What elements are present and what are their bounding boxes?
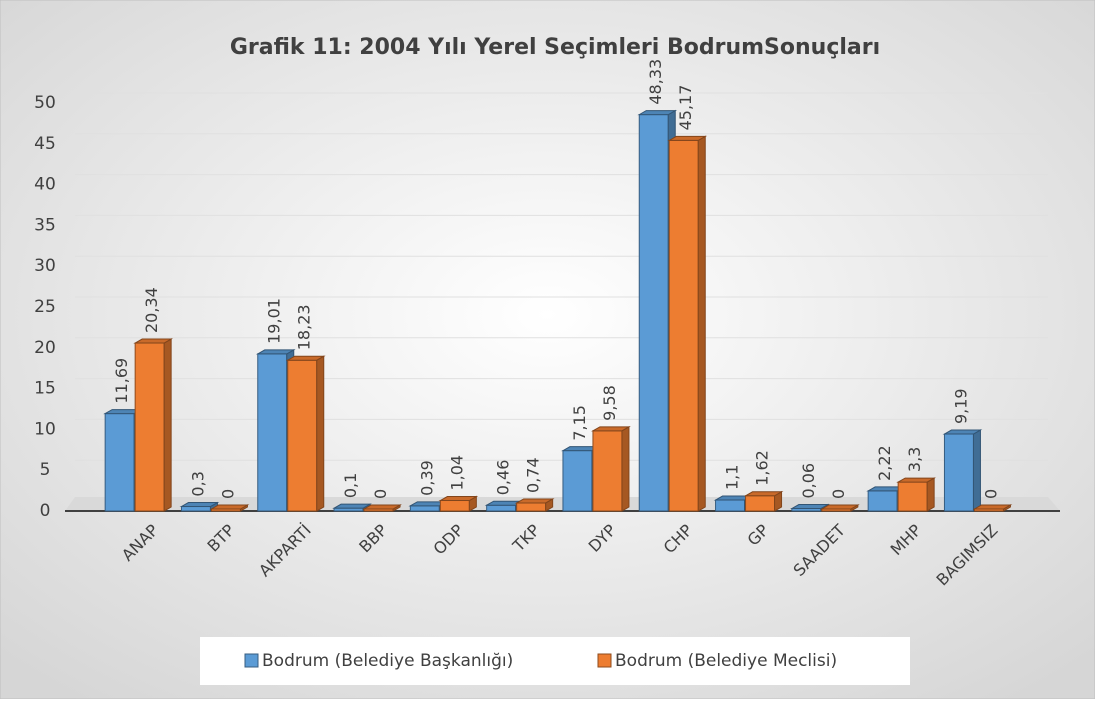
bar-face (439, 500, 470, 512)
bar-face (332, 503, 372, 509)
bar-face (972, 504, 1013, 510)
bar-face (438, 496, 479, 502)
bar-face (285, 355, 326, 361)
bar (942, 429, 983, 512)
bar-face (926, 477, 935, 512)
data-label: 0 (371, 489, 390, 499)
bar (362, 504, 402, 512)
bar-face (591, 426, 631, 432)
bar (972, 504, 1013, 512)
data-label: 0 (829, 489, 848, 499)
bar-face (287, 359, 318, 512)
bar-face (514, 498, 555, 504)
bar-face (562, 450, 593, 512)
legend-label: Bodrum (Belediye Başkanlığı) (262, 651, 513, 671)
data-label: 0,39 (417, 460, 436, 496)
legend-swatch (244, 653, 259, 668)
bar-face (972, 429, 981, 512)
bar-face (715, 499, 746, 512)
bar (209, 504, 250, 512)
bar (819, 504, 860, 512)
bar-face (621, 425, 630, 512)
bar-face (486, 504, 517, 512)
bar-face (897, 481, 928, 512)
bar-face (409, 505, 440, 512)
data-label: 1,1 (723, 465, 742, 490)
bar-face (180, 506, 211, 512)
legend-label: Bodrum (Belediye Meclisi) (615, 651, 837, 671)
bar-face (257, 353, 288, 512)
bar-face (667, 135, 708, 141)
bar (743, 490, 784, 512)
data-label: 0 (981, 489, 1000, 499)
bar-face (743, 491, 784, 497)
bar (332, 503, 372, 512)
bar (591, 425, 631, 512)
bar-face (637, 110, 678, 116)
data-label: 11,69 (112, 358, 131, 404)
y-tick-label: 15 (34, 379, 56, 399)
data-label: 1,04 (447, 455, 466, 491)
bar-face (789, 504, 830, 510)
bar-face (592, 430, 623, 512)
legend-box (200, 637, 910, 685)
data-label: 20,34 (142, 287, 161, 333)
y-tick-label: 10 (34, 419, 56, 439)
bar-face (104, 413, 135, 512)
data-label: 0 (218, 489, 237, 499)
bar (896, 477, 937, 512)
bar-face (134, 342, 165, 512)
bar-face (896, 477, 937, 483)
data-label: 7,15 (570, 405, 589, 441)
y-tick-label: 30 (34, 256, 56, 276)
bar-face (942, 429, 983, 435)
bar-face (133, 338, 174, 344)
y-tick-label: 40 (34, 175, 56, 195)
bar (514, 498, 555, 512)
chart-title: Grafik 11: 2004 Yılı Yerel Seçimleri Bod… (230, 35, 880, 60)
y-tick-label: 25 (34, 297, 56, 317)
y-tick-label: 35 (34, 215, 56, 235)
bar-face (697, 135, 706, 512)
data-label: 0,06 (799, 463, 818, 499)
bar-face (745, 495, 776, 512)
bar (438, 495, 479, 512)
data-label: 18,23 (295, 304, 314, 350)
bar-face (819, 504, 860, 510)
data-label: 9,19 (951, 388, 970, 424)
bar (133, 338, 174, 512)
data-label: 9,58 (600, 385, 619, 421)
bar-face (638, 114, 669, 512)
bar-face (163, 338, 172, 512)
data-label: 0,74 (524, 457, 543, 493)
bar-face (179, 502, 220, 508)
data-label: 45,17 (676, 85, 695, 131)
data-label: 19,01 (265, 298, 284, 344)
y-tick-label: 5 (40, 460, 51, 480)
bar-face (209, 504, 250, 510)
bar-face (362, 504, 402, 510)
data-label: 3,3 (905, 447, 924, 472)
y-tick-label: 45 (34, 134, 56, 154)
y-tick-label: 50 (34, 93, 56, 113)
bar (285, 355, 326, 512)
bar-face (668, 139, 699, 512)
data-label: 1,62 (753, 450, 772, 486)
legend-swatch (597, 653, 612, 668)
data-label: 0,46 (494, 460, 513, 496)
bar-face (943, 433, 974, 512)
y-tick-label: 20 (34, 338, 56, 358)
data-label: 0,3 (188, 471, 207, 496)
bar-face (316, 355, 325, 512)
bar-face (516, 502, 547, 512)
bar-face (867, 490, 898, 512)
y-tick-label: 0 (40, 501, 51, 521)
bar-face (255, 349, 296, 355)
data-label: 2,22 (875, 445, 894, 481)
data-label: 48,33 (646, 59, 665, 105)
bar (667, 135, 708, 512)
data-label: 0,1 (341, 473, 360, 498)
